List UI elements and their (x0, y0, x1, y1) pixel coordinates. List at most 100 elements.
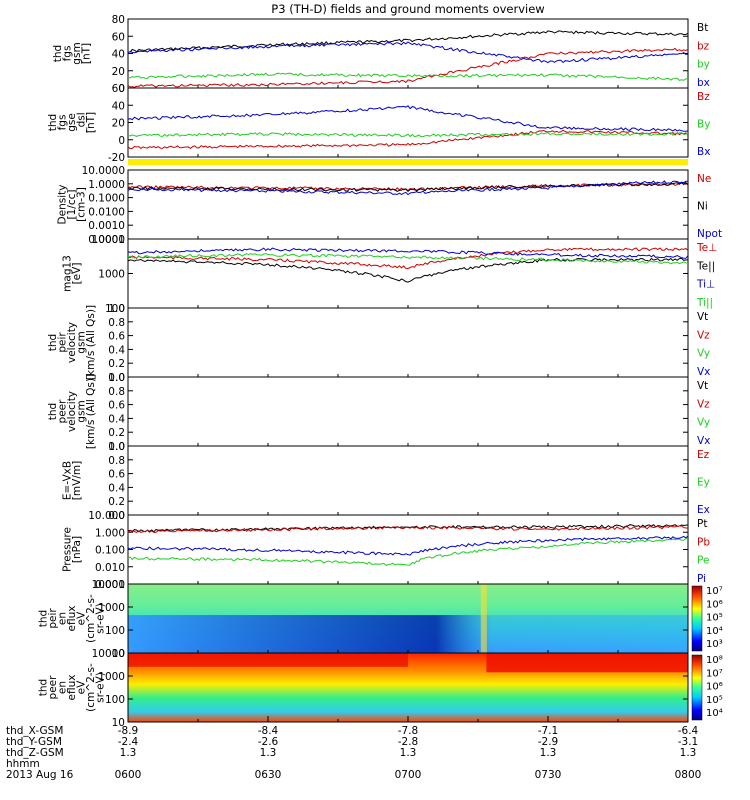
y-axis-label-line: E=-VxB (61, 461, 73, 500)
y-tick-label: 0.0010 (88, 220, 125, 232)
y-tick-label: 60 (112, 83, 125, 95)
y-tick-label: 1.000 (95, 527, 125, 539)
legend-Ex: Ex (697, 504, 710, 516)
y-tick-label: 0.0 (108, 510, 125, 522)
y-tick-label: 10 (112, 717, 125, 729)
y-axis-label-line: [mV/m] (71, 461, 83, 500)
series-line-bx (127, 41, 689, 64)
colorbar-label: 10⁴ (706, 708, 723, 719)
panel-frame (127, 376, 689, 447)
y-tick-label: 0.0 (108, 372, 125, 384)
x-row-label: hhmm (6, 758, 40, 770)
legend-Vx: Vx (697, 435, 710, 447)
legend-Bt: Bt (697, 22, 708, 34)
y-axis-label: mag13[eV] (61, 255, 83, 292)
y-axis-label: thdfgsgse_dsl[nT] (47, 112, 97, 134)
panel-6: 1.0 0.8 0.60.4 0.2 0.0 thdpeervelocitygsm[km/… (47, 372, 710, 453)
y-axis-label-line: (cm^2-s- (85, 663, 97, 712)
y-tick-label: 0.8 (108, 455, 125, 467)
x-row-value: -2.9 (538, 736, 559, 748)
x-row-value: 1.3 (680, 747, 697, 759)
y-tick-label: 80 (112, 14, 125, 26)
y-axis-label-line: peer (57, 399, 69, 424)
y-tick-label: 10000 (92, 234, 125, 246)
panel-4: 10000 1000 100 mag13[eV] Te⊥ Te|| Ti⊥ Ti|| (61, 234, 717, 315)
x-row-label: thd_X-GSM (6, 725, 63, 737)
legend-Vt: Vt (697, 311, 708, 323)
x-tick-label: 0800 (675, 769, 702, 781)
legend-Pt: Pt (697, 518, 707, 530)
y-axis-label: thdpeirvelocitygsm[km/s (All Qs)] (47, 305, 97, 380)
y-tick-label: 0.6 (108, 400, 125, 412)
legend-Te||: Te|| (696, 260, 715, 272)
series-line-Te⊥ (127, 247, 689, 270)
series-line-Ni (127, 181, 689, 192)
y-axis-label-line: thd (52, 45, 64, 62)
y-axis-label-line: [eV] (71, 263, 83, 285)
ion-spectrogram-low (128, 615, 688, 653)
y-tick-label: 0.0100 (88, 206, 125, 218)
y-axis-label-line: en (57, 612, 69, 625)
legend-Pb: Pb (697, 536, 710, 548)
x-row-value: -2.8 (398, 736, 419, 748)
y-tick-label: 0 (118, 135, 125, 147)
legend-Vz: Vz (697, 329, 710, 341)
y-tick-label: 0.001 (95, 579, 125, 591)
y-tick-label: 40 (112, 49, 125, 61)
y-axis-label: thdpeervelocitygsm[km/s (All Qs)] (47, 374, 97, 449)
y-axis-label-line: velocity (66, 391, 78, 432)
y-axis-label: thdpeirenefluxeV(cm^2-s-sr-eV) (38, 594, 107, 643)
x-row-value: -2.4 (118, 736, 139, 748)
y-axis-label-line: eflux (66, 606, 78, 632)
legend-Vt: Vt (697, 380, 708, 392)
series-line-Ti⊥ (127, 247, 689, 259)
panel-frame (127, 87, 689, 158)
panel-2: 60 40 20 0 -20 thdfgsgse_dsl[nT] Bz By Bx (47, 83, 710, 164)
y-axis-label-line: en (57, 681, 69, 694)
x-tick-label: 0730 (535, 769, 562, 781)
legend-Pi: Pi (697, 573, 706, 585)
colorbar (691, 585, 703, 652)
y-axis-label-line: mag13 (61, 255, 73, 292)
colorbar (691, 654, 703, 721)
y-tick-label: 100 (105, 694, 125, 706)
series-line-Ti|| (127, 253, 689, 265)
panel-3: 10.00001.00000.10000.01000.00100.0001Den… (57, 165, 723, 246)
x-row-value: 1.3 (120, 747, 137, 759)
legend-Pe: Pe (697, 555, 709, 567)
series-line-bz (127, 47, 689, 88)
y-tick-label: 20 (112, 66, 125, 78)
y-axis-label: thdpeerenefluxeV(cm^2-s-sr-eV) (38, 663, 107, 712)
x-row-label: thd_Z-GSM (6, 747, 64, 759)
panel-frame (127, 514, 689, 585)
y-axis-label-line: eV (76, 680, 88, 694)
x-row-value: -7.1 (538, 725, 559, 737)
panel-1: 80 60 40 20 0 thdfgsgsm[nT] Bt bz by bx (52, 14, 710, 95)
panel-frame (127, 307, 689, 378)
y-tick-label: 0.2 (108, 427, 125, 439)
y-axis-label-line: thd (38, 679, 50, 696)
y-axis-label-line: thd (47, 403, 59, 420)
x-row-value: -8.9 (118, 725, 139, 737)
y-tick-label: 60 (112, 31, 125, 43)
y-tick-label: -20 (108, 152, 125, 164)
y-axis-label-line: Density (57, 185, 69, 225)
x-tick-label: 0630 (255, 769, 282, 781)
y-axis-label: thdfgsgsm[nT] (52, 42, 93, 64)
y-axis-label-line: thd (38, 610, 50, 627)
series-line-by (127, 72, 689, 81)
y-axis-label-line: (cm^2-s- (85, 594, 97, 643)
y-tick-label: 1.0 (108, 441, 125, 453)
series-line-By (127, 132, 689, 138)
colorbar-label: 10⁴ (706, 626, 723, 637)
legend-Npot: Npot (697, 228, 722, 240)
y-axis-label-line: peir (47, 608, 59, 629)
y-tick-label: 100 (105, 303, 125, 315)
legend-Te⊥: Te⊥ (696, 242, 717, 254)
colorbar-label: 10⁸ (706, 655, 723, 666)
y-axis-label-line: [cm-3] (76, 187, 88, 222)
y-tick-label: 0.0001 (88, 234, 125, 246)
y-axis-label-line: [nT] (85, 112, 97, 133)
x-tick-label: 0600 (115, 769, 142, 781)
